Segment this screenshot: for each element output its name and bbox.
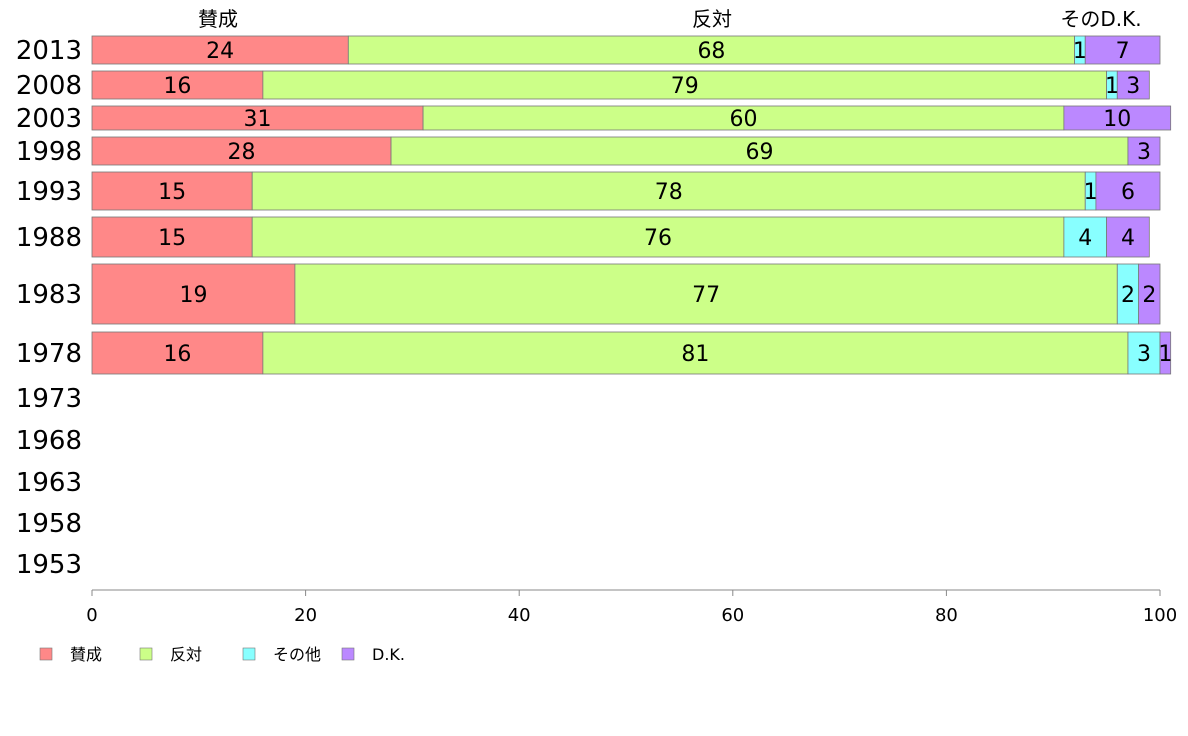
legend: 賛成 反対 その他 D.K. xyxy=(39,645,405,664)
x-tick-label: 80 xyxy=(935,605,958,626)
bar-value-label: 69 xyxy=(746,140,774,165)
legend-label: その他 xyxy=(273,645,321,664)
legend-swatch xyxy=(341,647,355,661)
bar-value-label: 28 xyxy=(228,140,256,165)
bar-segment xyxy=(1127,136,1161,166)
bar-value-label: 1 xyxy=(1084,180,1098,205)
year-label: 1958 xyxy=(16,509,82,539)
year-label: 1953 xyxy=(16,550,82,580)
bar-value-label: 60 xyxy=(729,107,757,132)
bar-value-label: 7 xyxy=(1116,39,1130,64)
bar-segment xyxy=(91,171,253,211)
bar-segment xyxy=(1127,331,1161,375)
year-label: 1968 xyxy=(16,426,82,456)
legend-label: 賛成 xyxy=(70,645,102,664)
bar-value-label: 24 xyxy=(206,39,234,64)
bar-value-label: 2 xyxy=(1121,283,1135,308)
year-label: 1998 xyxy=(16,137,82,167)
bar-segment xyxy=(294,263,1118,325)
header-label: 反対 xyxy=(692,7,732,31)
year-label: 1988 xyxy=(16,223,82,253)
bar-segment xyxy=(1116,70,1150,100)
legend-label: D.K. xyxy=(372,645,405,664)
bar-value-label: 31 xyxy=(244,107,272,132)
bar-value-label: 3 xyxy=(1126,74,1140,99)
year-label: 1973 xyxy=(16,384,82,414)
bar-segment xyxy=(251,171,1086,211)
year-label: 1963 xyxy=(16,468,82,498)
bar-value-label: 77 xyxy=(692,283,720,308)
legend-swatch xyxy=(39,647,53,661)
bar-value-label: 1 xyxy=(1073,39,1087,64)
x-tick-label: 40 xyxy=(508,605,531,626)
bar-value-label: 3 xyxy=(1137,140,1151,165)
bar-value-label: 1 xyxy=(1158,342,1172,367)
year-label: 1993 xyxy=(16,177,82,207)
bar-value-label: 4 xyxy=(1121,226,1135,251)
x-tick-label: 20 xyxy=(294,605,317,626)
bar-value-label: 78 xyxy=(655,180,683,205)
bar-value-label: 1 xyxy=(1105,74,1119,99)
bar-segment xyxy=(262,331,1129,375)
bar-value-label: 16 xyxy=(163,342,191,367)
bar-segment xyxy=(1063,105,1172,131)
header-label: そのD.K. xyxy=(1060,7,1141,31)
year-label: 1978 xyxy=(16,339,82,369)
year-label: 2008 xyxy=(16,71,82,101)
bar-value-label: 3 xyxy=(1137,342,1151,367)
bar-segment xyxy=(1159,331,1172,375)
bar-value-label: 2 xyxy=(1142,283,1156,308)
bar-segment xyxy=(91,331,264,375)
bar-value-label: 10 xyxy=(1103,107,1131,132)
header-label: 賛成 xyxy=(198,7,238,31)
year-label: 2003 xyxy=(16,104,82,134)
x-axis: 0 20 40 60 80 100 xyxy=(86,589,1177,626)
bar-value-label: 76 xyxy=(644,226,672,251)
bar-value-label: 15 xyxy=(158,226,186,251)
bar-segment xyxy=(1084,35,1161,65)
bar-value-label: 81 xyxy=(681,342,709,367)
bar-value-label: 15 xyxy=(158,180,186,205)
bar-segment xyxy=(251,216,1065,258)
legend-swatch xyxy=(242,647,256,661)
bar-segment xyxy=(1095,171,1161,211)
legend-swatch xyxy=(139,647,153,661)
bar-value-label: 79 xyxy=(671,74,699,99)
bar-value-label: 4 xyxy=(1078,226,1092,251)
x-tick-label: 60 xyxy=(721,605,744,626)
bar-segment xyxy=(1138,263,1161,325)
bar-value-label: 6 xyxy=(1121,180,1135,205)
x-tick-label: 100 xyxy=(1143,605,1177,626)
bar-value-label: 68 xyxy=(697,39,725,64)
bar-segment xyxy=(262,70,1107,100)
x-tick-label: 0 xyxy=(86,605,97,626)
bar-segment xyxy=(91,35,349,65)
bar-value-label: 16 xyxy=(163,74,191,99)
bar-segment xyxy=(1063,216,1108,258)
legend-label: 反対 xyxy=(170,645,202,664)
bar-segment xyxy=(422,105,1065,131)
year-label: 1983 xyxy=(16,280,82,310)
column-headers: 賛成 反対 そのD.K. xyxy=(198,7,1142,31)
bar-segment xyxy=(1106,216,1150,258)
bar-segment xyxy=(91,105,424,131)
bar-segment xyxy=(390,136,1129,166)
bar-segment xyxy=(91,263,296,325)
bar-segment xyxy=(347,35,1075,65)
bar-segment xyxy=(91,216,253,258)
bar-value-label: 19 xyxy=(179,283,207,308)
year-label: 2013 xyxy=(16,36,82,66)
